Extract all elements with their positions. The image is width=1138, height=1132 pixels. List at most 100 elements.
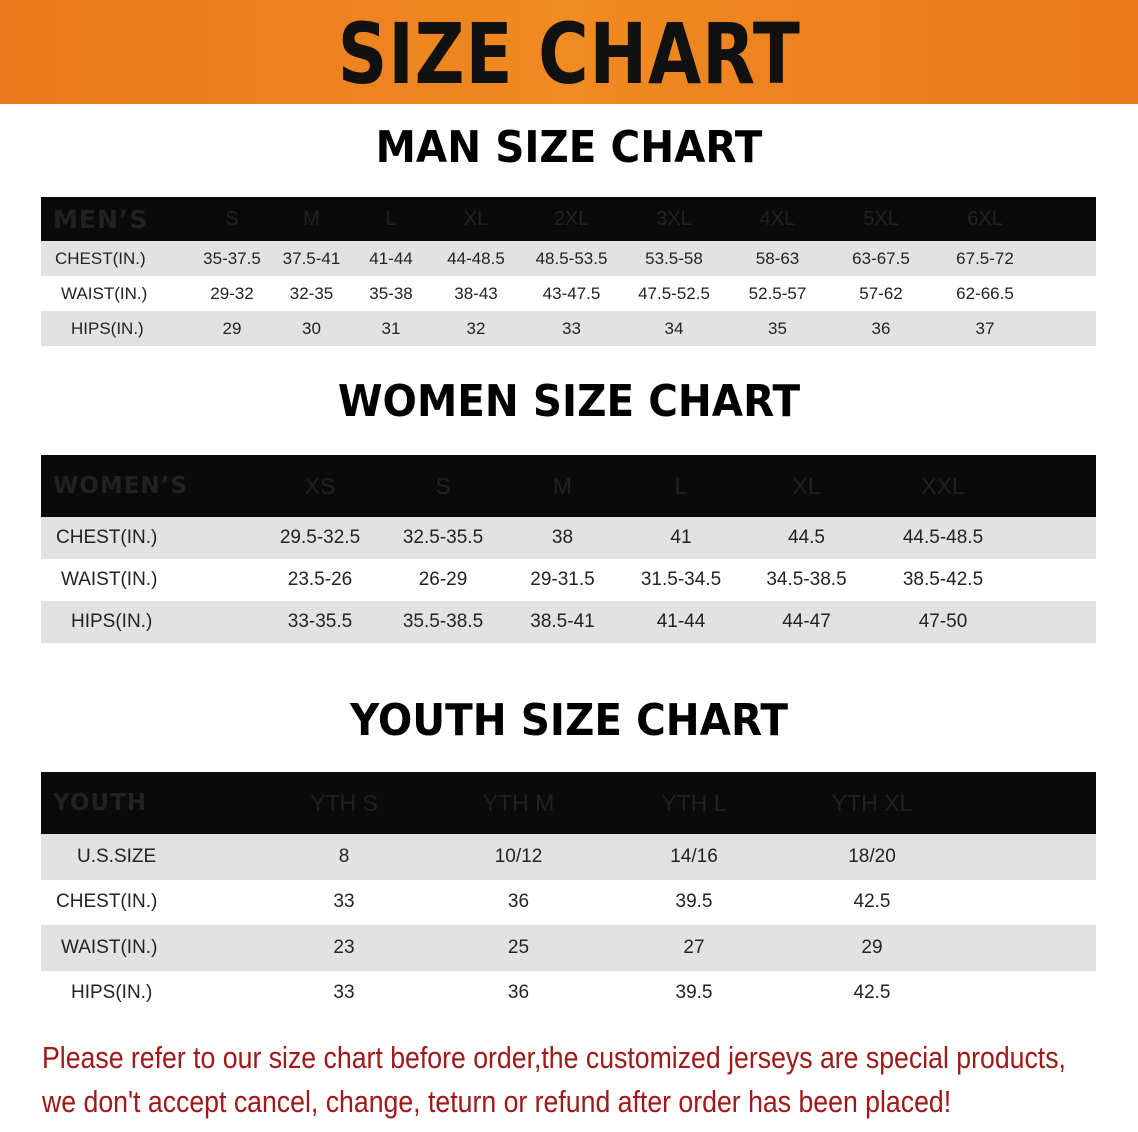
size-header-cell: L <box>674 472 688 499</box>
table-title-cell: MEN’S <box>53 204 149 234</box>
size-header-cell: L <box>385 207 397 230</box>
measurement-value: 34 <box>664 318 684 338</box>
measurement-value: 41-44 <box>656 611 706 632</box>
measurement-value: 52.5-57 <box>748 283 807 303</box>
size-header-cell: YTH L <box>661 789 727 816</box>
measurement-value: 38 <box>551 527 574 548</box>
men-size-table: MEN’S S M L XL 2XL 3XL 4XL 5XL 6XL CHEST(IN.) 35-37… <box>41 197 1096 346</box>
measurement-value: 14/16 <box>670 845 718 867</box>
measurement-value: 42.5 <box>853 891 891 913</box>
measurement-value: 32-35 <box>289 283 334 303</box>
measurement-value: 25 <box>507 936 530 958</box>
table-row: WAIST(IN.) 23.5-26 26-29 29-31.5 31.5-34.5 34… <box>41 559 1096 601</box>
measurement-label: U.S.SIZE <box>77 845 157 867</box>
measurement-label: CHEST(IN.) <box>56 527 158 548</box>
measurement-value: 33 <box>562 318 581 338</box>
order-notice-line: we don't accept cancel, change, teturn o… <box>42 1084 952 1119</box>
measurement-value: 31 <box>381 318 401 338</box>
measurement-value: 57-62 <box>859 283 903 303</box>
women-section-title: WOMEN SIZE CHART <box>337 376 801 427</box>
size-header-cell: 2XL <box>553 207 590 230</box>
measurement-value: 27 <box>683 936 705 958</box>
measurement-value: 44-47 <box>782 611 831 632</box>
measurement-value: 37.5-41 <box>282 248 341 268</box>
measurement-value: 39.5 <box>675 891 713 913</box>
measurement-value: 48.5-53.5 <box>535 248 608 268</box>
table-row: U.S.SIZE 8 10/12 14/16 18/20 <box>41 834 1096 880</box>
measurement-value: 8 <box>338 845 350 867</box>
measurement-value: 29.5-32.5 <box>279 527 361 548</box>
measurement-value: 36 <box>871 318 891 338</box>
measurement-value: 43-47.5 <box>542 283 601 303</box>
women-size-table: WOMEN’S XS S M L XL XXL CHEST(IN.) 29.5-32.5 32.5… <box>41 455 1096 643</box>
measurement-label: CHEST(IN.) <box>56 891 158 913</box>
measurement-value: 53.5-58 <box>645 248 703 268</box>
measurement-value: 35 <box>768 318 787 338</box>
measurement-value: 38.5-41 <box>530 611 595 632</box>
measurement-value: 63-67.5 <box>852 248 910 268</box>
table-row: HIPS(IN.) 33-35.5 35.5-38.5 38.5-41 41-44 44-… <box>41 601 1096 643</box>
table-header-row: WOMEN’S XS S M L XL XXL <box>41 455 1096 517</box>
measurement-value: 44.5 <box>788 527 825 548</box>
measurement-value: 39.5 <box>675 982 713 1004</box>
table-title-cell: YOUTH <box>53 790 148 816</box>
measurement-value: 18/20 <box>848 845 896 867</box>
size-header-cell: YTH S <box>310 789 378 816</box>
measurement-value: 47.5-52.5 <box>638 283 710 303</box>
table-header-row: YOUTH YTH S YTH M YTH L YTH XL <box>41 772 1096 834</box>
table-row: HIPS(IN.) 33 36 39.5 42.5 <box>41 970 1096 1016</box>
measurement-value: 29-31.5 <box>530 569 595 590</box>
order-notice-line: Please refer to our size chart before or… <box>42 1040 1066 1075</box>
measurement-label: WAIST(IN.) <box>61 283 148 303</box>
size-header-cell: XL <box>463 207 489 230</box>
measurement-label: WAIST(IN.) <box>61 569 158 590</box>
measurement-value: 29 <box>222 318 242 338</box>
measurement-value: 32 <box>466 318 486 338</box>
table-row: HIPS(IN.) 29 30 31 32 33 34 35 36 37 <box>41 311 1096 346</box>
size-header-cell: M <box>303 207 320 230</box>
measurement-value: 32.5-35.5 <box>402 527 484 548</box>
order-notice: Please refer to our size chart before or… <box>42 1036 1066 1124</box>
measurement-value: 38.5-42.5 <box>902 569 984 590</box>
measurement-value: 44.5-48.5 <box>902 527 984 548</box>
measurement-value: 23 <box>333 936 355 958</box>
size-header-cell: 5XL <box>863 207 899 230</box>
measurement-value: 34.5-38.5 <box>766 569 847 590</box>
measurement-value: 58-63 <box>755 248 800 268</box>
size-header-cell: XL <box>792 472 821 499</box>
youth-section-title: YOUTH SIZE CHART <box>350 695 788 746</box>
measurement-value: 33-35.5 <box>287 611 353 632</box>
measurement-value: 62-66.5 <box>956 283 1014 303</box>
measurement-label: HIPS(IN.) <box>71 982 153 1004</box>
measurement-value: 36 <box>507 982 530 1004</box>
table-row: CHEST(IN.) 29.5-32.5 32.5-35.5 38 41 44.5 44.5… <box>41 517 1096 559</box>
measurement-label: CHEST(IN.) <box>55 248 146 268</box>
measurement-value: 41 <box>670 527 692 548</box>
measurement-value: 35-38 <box>369 283 413 303</box>
table-title-cell: WOMEN’S <box>53 473 189 499</box>
size-chart-banner: SIZE CHART <box>0 0 1138 104</box>
measurement-value: 37 <box>975 318 995 338</box>
measurement-value: 30 <box>302 318 321 338</box>
measurement-value: 10/12 <box>494 845 543 867</box>
measurement-label: HIPS(IN.) <box>71 611 153 632</box>
table-row: CHEST(IN.) 33 36 39.5 42.5 <box>41 879 1096 925</box>
measurement-value: 41-44 <box>369 248 413 268</box>
table-row: WAIST(IN.) 23 25 27 29 <box>41 925 1096 971</box>
youth-size-table: YOUTH YTH S YTH M YTH L YTH XL U.S.SIZE 8 10/12… <box>41 772 1096 1016</box>
measurement-value: 33 <box>333 891 355 913</box>
measurement-value: 47-50 <box>918 611 968 632</box>
measurement-value: 44-48.5 <box>447 248 505 268</box>
table-row: CHEST(IN.) 35-37.5 37.5-41 41-44 44-48.5 48.5… <box>41 241 1096 276</box>
table-header-row: MEN’S S M L XL 2XL 3XL 4XL 5XL 6XL <box>41 197 1096 241</box>
size-header-cell: S <box>225 207 239 230</box>
measurement-value: 35.5-38.5 <box>402 611 484 632</box>
measurement-label: HIPS(IN.) <box>71 318 144 338</box>
measurement-value: 35-37.5 <box>203 248 261 268</box>
size-header-cell: XXL <box>921 472 965 499</box>
size-header-cell: 4XL <box>759 207 796 230</box>
banner-title: SIZE CHART <box>337 5 801 103</box>
size-header-cell: 6XL <box>967 207 1003 230</box>
size-header-cell: YTH XL <box>831 789 913 816</box>
measurement-value: 29 <box>861 936 883 958</box>
